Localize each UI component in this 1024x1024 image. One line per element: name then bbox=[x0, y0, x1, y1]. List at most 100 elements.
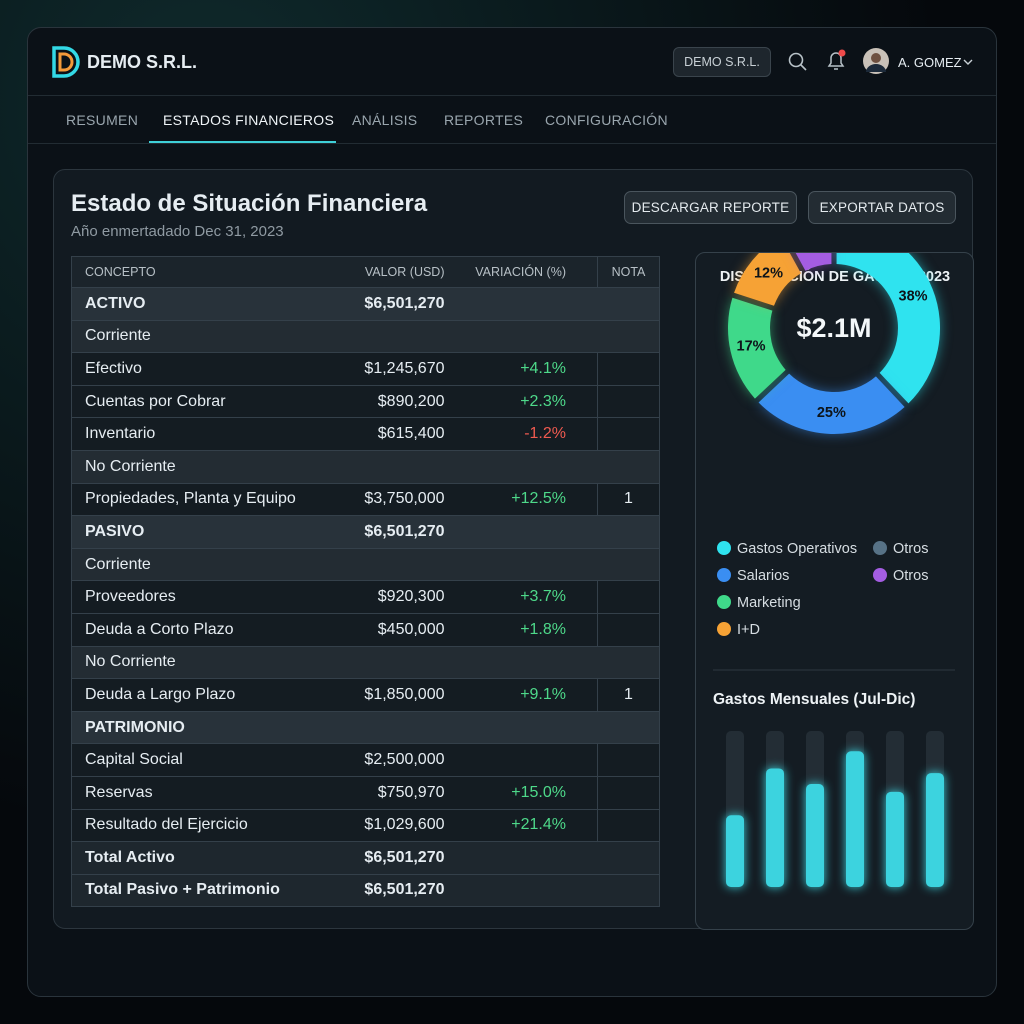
cell bbox=[337, 711, 458, 745]
tab[interactable]: ANÁLISIS bbox=[352, 112, 418, 128]
cell: ACTIVO bbox=[71, 287, 338, 321]
cell bbox=[597, 776, 660, 810]
cell: $1,029,600 bbox=[337, 809, 458, 843]
logo bbox=[52, 46, 80, 78]
table-row: No Corriente bbox=[71, 450, 660, 484]
panel-title: Estado de Situación Financiera bbox=[71, 190, 428, 217]
table-row: Deuda a Largo Plazo $1,850,000 +9.1% 1 bbox=[71, 678, 660, 712]
legend-label: Gastos Operativos bbox=[737, 541, 857, 557]
cell bbox=[457, 287, 598, 321]
search-icon[interactable] bbox=[786, 50, 810, 74]
center-label: $2.1M bbox=[796, 313, 871, 343]
table-row: Cuentas por Cobrar $890,200 +2.3% bbox=[71, 385, 660, 419]
cell: $2,500,000 bbox=[337, 743, 458, 777]
cell bbox=[597, 646, 660, 680]
bar bbox=[846, 751, 864, 887]
cell: $1,850,000 bbox=[337, 678, 458, 712]
brand: DEMO S.R.L. bbox=[87, 52, 198, 72]
bar bbox=[926, 773, 944, 887]
cell bbox=[457, 874, 598, 908]
cell bbox=[337, 450, 458, 484]
table-row: Deuda a Corto Plazo $450,000 +1.8% bbox=[71, 613, 660, 647]
donut-segment bbox=[728, 297, 786, 399]
tab[interactable]: CONFIGURACIÓN bbox=[545, 112, 668, 128]
legend-label: Marketing bbox=[737, 595, 801, 611]
cell: +1.8% bbox=[457, 613, 598, 647]
balance-table: CONCEPTO VALOR (USD) VARIACIÓN (%) NOTA ACTI… bbox=[71, 256, 660, 908]
cell: Inventario bbox=[71, 417, 338, 451]
cell bbox=[597, 548, 660, 582]
cell: $6,501,270 bbox=[337, 515, 458, 549]
cell bbox=[337, 646, 458, 680]
cell: Resultado del Ejercicio bbox=[71, 809, 338, 843]
panel-subtitle: Año enmertadado Dec 31, 2023 bbox=[71, 223, 284, 240]
top-bar: DEMO S.R.L. DEMO S.R.L. A. GOMEZ bbox=[28, 28, 996, 96]
cell: +21.4% bbox=[457, 809, 598, 843]
table-row: ACTIVO $6,501,270 bbox=[71, 287, 660, 321]
cell: PASIVO bbox=[71, 515, 338, 549]
tab[interactable]: REPORTES bbox=[444, 112, 524, 128]
cell: $6,501,270 bbox=[337, 874, 458, 908]
bar bbox=[766, 768, 784, 887]
user-name[interactable]: A. GOMEZ bbox=[898, 55, 962, 70]
cell: $920,300 bbox=[337, 580, 458, 614]
cell bbox=[597, 320, 660, 354]
cell: $890,200 bbox=[337, 385, 458, 419]
table-row: Corriente bbox=[71, 320, 660, 354]
donut-segment bbox=[836, 253, 940, 404]
cell: PATRIMONIO bbox=[71, 711, 338, 745]
header-row: CONCEPTO VALOR (USD) VARIACIÓN (%) NOTA bbox=[71, 256, 660, 288]
donut-segment bbox=[758, 373, 905, 435]
segment-label: 12% bbox=[754, 266, 783, 282]
cell bbox=[597, 450, 660, 484]
chevron[interactable] bbox=[962, 57, 974, 67]
legend-swatch bbox=[873, 541, 887, 555]
cell: $6,501,270 bbox=[337, 287, 458, 321]
cell bbox=[597, 711, 660, 745]
cell bbox=[597, 352, 660, 386]
cell bbox=[457, 711, 598, 745]
bell-icon[interactable] bbox=[824, 48, 848, 74]
cell bbox=[337, 320, 458, 354]
side-card: DISTRIBUCIÓN DE GASTOS 202338%25%17%12%8… bbox=[695, 252, 974, 930]
cell: Total Pasivo + Patrimonio bbox=[71, 874, 338, 908]
cell: $1,245,670 bbox=[337, 352, 458, 386]
legend-swatch bbox=[717, 622, 731, 636]
cell: +12.5% bbox=[457, 483, 598, 517]
table-row: Capital Social $2,500,000 bbox=[71, 743, 660, 777]
cell: Cuentas por Cobrar bbox=[71, 385, 338, 419]
segment-label: 17% bbox=[737, 338, 766, 354]
cell bbox=[457, 841, 598, 875]
tab[interactable]: ESTADOS FINANCIEROS bbox=[163, 112, 335, 128]
avatar[interactable] bbox=[862, 47, 890, 75]
cell: Capital Social bbox=[71, 743, 338, 777]
tab-underline bbox=[149, 141, 336, 143]
cell: No Corriente bbox=[71, 450, 338, 484]
company-button[interactable]: DEMO S.R.L. bbox=[673, 47, 771, 77]
cell: Proveedores bbox=[71, 580, 338, 614]
cell bbox=[457, 646, 598, 680]
table-row: Total Pasivo + Patrimonio $6,501,270 bbox=[71, 874, 660, 908]
cell: 1 bbox=[597, 483, 660, 517]
cell: $3,750,000 bbox=[337, 483, 458, 517]
tab[interactable]: RESUMEN bbox=[66, 112, 139, 128]
cell: +2.3% bbox=[457, 385, 598, 419]
cell bbox=[597, 515, 660, 549]
table-row: PATRIMONIO bbox=[71, 711, 660, 745]
cell bbox=[457, 320, 598, 354]
table-row: Resultado del Ejercicio $1,029,600 +21.4% bbox=[71, 809, 660, 843]
cell bbox=[597, 417, 660, 451]
download-button[interactable]: DESCARGAR REPORTE bbox=[624, 191, 797, 224]
segment-label: 38% bbox=[899, 289, 928, 305]
cell: Propiedades, Planta y Equipo bbox=[71, 483, 338, 517]
cell: Deuda a Largo Plazo bbox=[71, 678, 338, 712]
table-row: PASIVO $6,501,270 bbox=[71, 515, 660, 549]
export-button[interactable]: EXPORTAR DATOS bbox=[808, 191, 956, 224]
legend-swatch bbox=[873, 568, 887, 582]
bar bbox=[726, 815, 744, 887]
cell bbox=[457, 450, 598, 484]
app-frame: DEMO S.R.L. DEMO S.R.L. A. GOMEZ RESUMEN… bbox=[27, 27, 997, 997]
cell bbox=[597, 809, 660, 843]
donut-segment bbox=[734, 253, 801, 306]
bar bbox=[886, 791, 904, 887]
